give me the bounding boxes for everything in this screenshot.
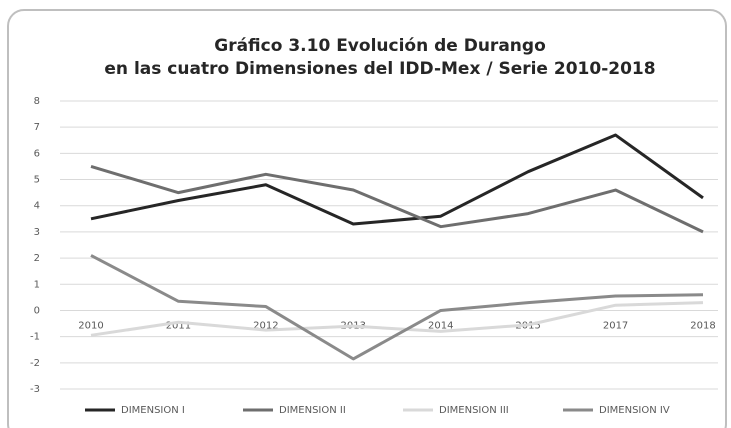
y-tick-label: 1 [34, 279, 40, 290]
series-line [90, 165, 704, 234]
chart-title: Gráfico 3.10 Evolución de Durango [214, 36, 546, 56]
chart-title: en las cuatro Dimensiones del IDD-Mex / … [104, 59, 655, 79]
y-tick-label: 4 [34, 201, 40, 212]
y-tick-label: 2 [34, 253, 40, 264]
y-tick-label: 5 [34, 175, 40, 186]
y-tick-label: 0 [34, 305, 40, 316]
y-tick-label: -3 [30, 384, 40, 395]
x-tick-label: 2012 [253, 320, 278, 331]
series-line [90, 133, 704, 226]
y-tick-label: -1 [30, 332, 40, 343]
y-tick-label: 6 [34, 148, 40, 159]
x-tick-label: 2018 [690, 320, 715, 331]
series-line [90, 254, 704, 361]
legend-label: DIMENSION III [439, 405, 509, 416]
legend-label: DIMENSION II [279, 405, 346, 416]
y-tick-label: 3 [34, 227, 40, 238]
series-line [90, 301, 704, 337]
y-tick-label: 8 [34, 96, 40, 107]
legend-label: DIMENSION I [121, 405, 185, 416]
legend-label: DIMENSION IV [599, 405, 670, 416]
x-tick-label: 2014 [428, 320, 453, 331]
y-tick-label: -2 [30, 358, 40, 369]
x-tick-label: 2010 [78, 320, 103, 331]
x-tick-label: 2017 [603, 320, 628, 331]
x-tick-label: 2011 [166, 320, 191, 331]
y-tick-label: 7 [34, 122, 40, 133]
